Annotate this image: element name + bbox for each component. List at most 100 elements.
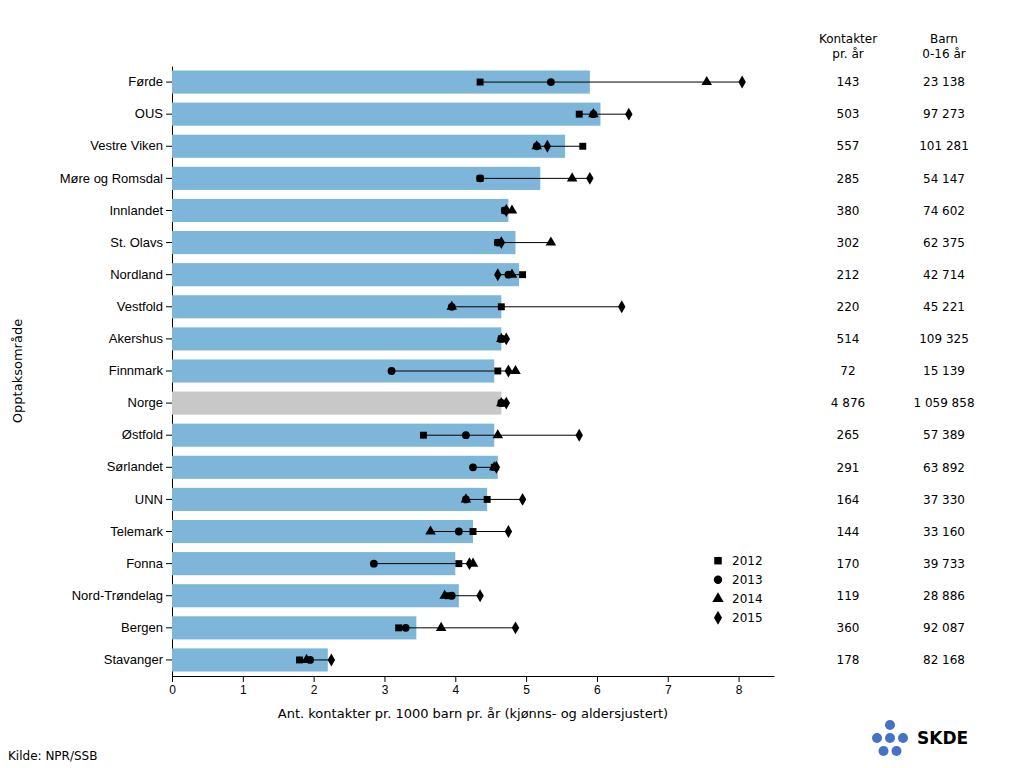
legend-label: 2014 xyxy=(732,592,763,606)
y-tick-label: Stavanger xyxy=(104,652,164,667)
marker xyxy=(469,463,477,471)
y-tick: Østfold xyxy=(122,427,172,442)
column-value: 42 714 xyxy=(923,268,965,282)
x-axis-line xyxy=(173,676,775,677)
legend-symbol xyxy=(712,592,723,602)
y-tick-mark xyxy=(166,82,172,83)
marker xyxy=(503,332,510,345)
x-tick: 4 xyxy=(452,676,459,697)
legend-symbol xyxy=(714,557,721,564)
legend-item: 2013 xyxy=(714,573,763,587)
marker xyxy=(402,624,410,632)
x-tick: 3 xyxy=(382,676,389,697)
x-tick-mark xyxy=(384,676,385,682)
x-tick: 6 xyxy=(594,676,601,697)
marker xyxy=(446,301,457,310)
marker xyxy=(510,365,521,374)
column-value: 74 602 xyxy=(923,204,965,218)
column-value: 265 xyxy=(837,428,860,442)
marker xyxy=(576,111,583,118)
y-tick: Finnmark xyxy=(109,363,172,378)
x-tick-mark xyxy=(597,676,598,682)
y-axis-title: Opptaksområde xyxy=(10,319,25,423)
column-value: 1 059 858 xyxy=(913,396,974,410)
marker xyxy=(420,432,427,439)
x-tick: 1 xyxy=(240,676,247,697)
marker xyxy=(388,367,396,375)
y-tick: Akershus xyxy=(109,331,172,346)
legend-item: 2014 xyxy=(712,592,762,606)
x-tick-label: 8 xyxy=(736,683,743,697)
bar xyxy=(172,199,508,222)
bar xyxy=(172,263,519,286)
legend-symbol xyxy=(714,575,722,583)
bar xyxy=(172,135,565,158)
column-header: Barn0-16 år xyxy=(922,32,965,61)
column-value: 178 xyxy=(837,653,860,667)
bar xyxy=(172,456,498,479)
marker xyxy=(425,525,436,534)
x-tick-label: 5 xyxy=(523,683,530,697)
marker xyxy=(455,528,463,536)
logo-dot xyxy=(885,733,895,743)
column-value: 4 876 xyxy=(831,396,865,410)
column-value: 82 168 xyxy=(923,653,965,667)
bar xyxy=(172,520,473,543)
marker xyxy=(436,622,447,631)
bar xyxy=(172,295,501,318)
y-tick-label: Førde xyxy=(128,74,163,89)
x-tick-label: 3 xyxy=(382,683,389,697)
legend-label: 2015 xyxy=(732,611,763,625)
range-line xyxy=(466,499,523,500)
y-tick: Norge xyxy=(128,395,172,410)
marker xyxy=(512,621,519,634)
column-value: 514 xyxy=(837,332,860,346)
marker xyxy=(477,175,484,182)
column-value: 291 xyxy=(837,461,860,475)
marker xyxy=(477,79,484,86)
y-tick-mark xyxy=(166,627,172,628)
marker xyxy=(484,496,491,503)
y-tick: Vestre Viken xyxy=(90,138,172,153)
column-value: 109 325 xyxy=(919,332,969,346)
x-tick-label: 6 xyxy=(594,683,601,697)
marker xyxy=(494,368,501,375)
y-tick-label: Møre og Romsdal xyxy=(60,171,163,186)
y-tick: Vestfold xyxy=(117,299,172,314)
chart-svg: 012345678FørdeOUSVestre VikenMøre og Rom… xyxy=(0,0,1024,768)
y-tick-mark xyxy=(166,274,172,275)
y-tick-label: OUS xyxy=(135,106,164,121)
y-tick: Nord-Trøndelag xyxy=(72,588,172,603)
y-tick-mark xyxy=(166,595,172,596)
x-tick-mark xyxy=(739,676,740,682)
marker xyxy=(544,140,551,153)
x-axis: 012345678 xyxy=(169,676,774,697)
logo-text: SKDE xyxy=(917,728,968,748)
column-value: 170 xyxy=(837,557,860,571)
y-tick: Nordland xyxy=(110,267,172,282)
legend-item: 2012 xyxy=(714,554,762,568)
y-tick-mark xyxy=(166,178,172,179)
marker xyxy=(567,172,578,181)
marker xyxy=(503,204,510,217)
x-tick-mark xyxy=(455,676,456,682)
bar-series xyxy=(172,70,600,671)
marker xyxy=(494,268,501,281)
marker xyxy=(588,108,599,117)
y-tick: UNN xyxy=(135,492,172,507)
y-tick-mark xyxy=(166,242,172,243)
legend-item: 2015 xyxy=(714,611,763,625)
y-tick-mark xyxy=(166,210,172,211)
y-tick: Møre og Romsdal xyxy=(60,171,172,186)
bar xyxy=(172,488,487,511)
y-tick-mark xyxy=(166,338,172,339)
marker xyxy=(455,560,462,567)
x-tick-mark xyxy=(314,676,315,682)
y-tick-label: Fonna xyxy=(126,556,164,571)
logo-dot xyxy=(879,746,889,756)
column-value: 72 xyxy=(840,364,855,378)
y-tick: Førde xyxy=(128,74,172,89)
y-tick-label: Nord-Trøndelag xyxy=(72,588,163,603)
marker xyxy=(461,493,472,502)
marker-series xyxy=(328,76,746,667)
